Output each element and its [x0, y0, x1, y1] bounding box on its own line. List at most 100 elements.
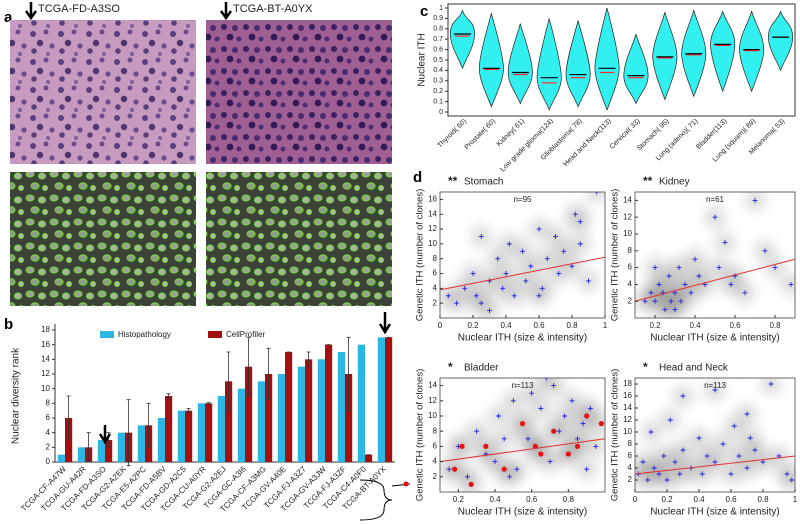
point [731, 423, 737, 429]
bar [225, 381, 233, 462]
error-bar [266, 347, 271, 401]
y-tick-label: 6 [433, 442, 438, 451]
y-tick-label: 0.2 [433, 88, 443, 95]
y-tick-label: 0 [46, 457, 51, 466]
point [525, 436, 531, 442]
point [712, 459, 718, 465]
point [696, 435, 702, 441]
point [688, 290, 694, 296]
point [716, 265, 722, 271]
point [728, 281, 734, 287]
y-axis-label: Nuclear ITH [417, 33, 428, 86]
arrow [98, 425, 112, 445]
point [445, 293, 451, 299]
point [672, 459, 678, 465]
point [712, 214, 718, 220]
error-bar [206, 402, 211, 405]
y-tick-label: 2 [628, 296, 633, 305]
y-tick-label: 0.4 [433, 67, 443, 74]
y-axis-label: Genetic ITH (number of clones) [610, 189, 621, 322]
x-tick-label: 1 [603, 321, 608, 330]
density-blob [537, 378, 556, 387]
point [692, 256, 698, 262]
y-tick-label: 10 [623, 427, 632, 436]
x-axis-label: Nuclear ITH (size & intensity) [458, 333, 587, 344]
fit-line [635, 455, 795, 475]
bar [177, 410, 185, 462]
histology-image [206, 20, 392, 164]
x-tick-label: 0.2 [661, 495, 673, 504]
plot-frame [439, 377, 606, 493]
legend-swatch [100, 331, 114, 338]
point [473, 293, 479, 299]
x-tick-label: Thyroid( 60) [437, 118, 469, 150]
point [569, 263, 575, 269]
significance: * [643, 360, 648, 374]
x-tick-label: 0.8 [566, 321, 578, 330]
y-tick-label: 16 [623, 391, 632, 400]
bar [77, 447, 85, 462]
point [584, 413, 590, 419]
y-tick-label: 8 [433, 426, 438, 435]
x-tick-label: 0.2 [453, 495, 465, 504]
point [519, 421, 526, 427]
plot-frame [439, 191, 606, 319]
bar [105, 440, 113, 462]
bar [385, 337, 393, 462]
y-tick-label: 6 [433, 269, 438, 278]
x-tick-label: 0.8 [757, 495, 769, 504]
point [561, 248, 567, 254]
bar [117, 432, 125, 462]
x-tick-label: 0.6 [533, 321, 545, 330]
bar [337, 352, 345, 462]
bar [97, 440, 105, 462]
point [752, 447, 758, 453]
segmentation-image [206, 172, 392, 306]
y-tick-label: 8 [433, 254, 438, 263]
point [747, 435, 753, 441]
y-tick-label: 4 [628, 463, 633, 472]
point [506, 241, 512, 247]
error-bar [146, 402, 151, 448]
connector-dot [403, 481, 409, 487]
x-tick-label: 1 [793, 495, 798, 504]
bar [57, 454, 65, 462]
point [676, 265, 682, 271]
point [584, 466, 590, 472]
y-tick-label: 10 [428, 239, 437, 248]
violin [768, 11, 794, 72]
y-tick-label: 2 [433, 298, 438, 307]
point [483, 443, 489, 449]
bar [197, 403, 205, 462]
plot-frame [634, 377, 796, 493]
point [459, 443, 465, 449]
point [462, 285, 468, 291]
y-tick-label: 0.1 [433, 98, 443, 105]
point [736, 453, 742, 459]
point [678, 298, 684, 304]
bar [237, 388, 245, 462]
significance: ** [448, 174, 458, 188]
x-tick-label: 0.2 [649, 321, 661, 330]
point [501, 436, 507, 442]
point [651, 465, 657, 471]
legend-label: Histopathology [118, 330, 171, 339]
density-blob [782, 471, 795, 489]
bar [285, 352, 293, 462]
error-bar [306, 351, 311, 368]
bar [165, 396, 173, 462]
point [556, 271, 562, 277]
point [661, 453, 667, 459]
arrow [219, 2, 233, 21]
error-bar [166, 393, 171, 399]
arrow [378, 312, 392, 335]
y-tick-label: 12 [623, 415, 632, 424]
point [501, 466, 507, 472]
point [594, 192, 600, 195]
point [768, 381, 774, 387]
y-axis-label: Genetic ITH (number of clones) [415, 369, 426, 502]
plot-area [635, 378, 795, 492]
y-tick-label: 0 [439, 109, 443, 116]
point [514, 466, 520, 472]
y-tick-label: 2 [46, 442, 51, 451]
